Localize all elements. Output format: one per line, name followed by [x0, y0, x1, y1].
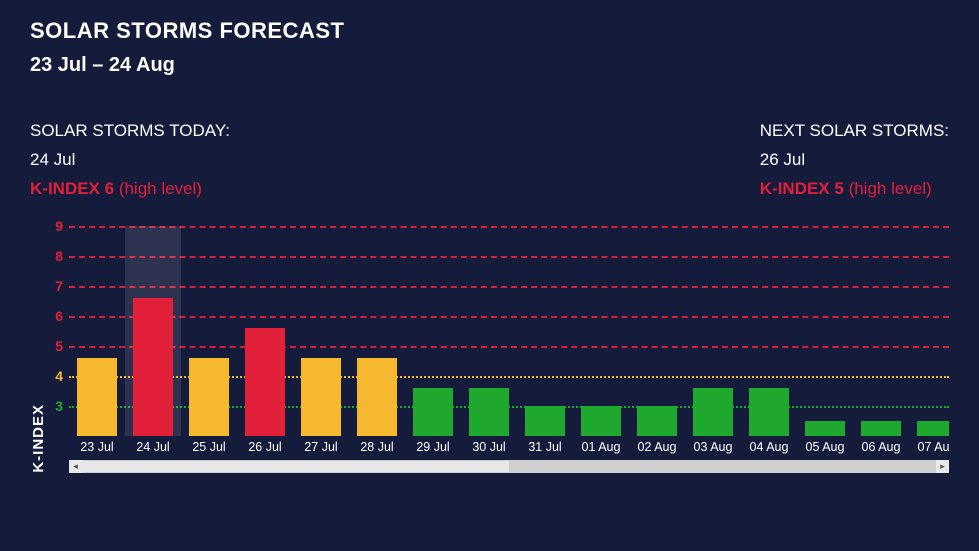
bar-cell [909, 226, 949, 436]
info-row: SOLAR STORMS TODAY: 24 Jul K-INDEX 6 (hi… [30, 117, 949, 204]
bar-cell [461, 226, 517, 436]
chart-bar[interactable] [413, 388, 453, 436]
y-tick: 7 [55, 278, 63, 294]
chart-bar[interactable] [469, 388, 509, 436]
chart-bar[interactable] [357, 358, 397, 436]
y-tick: 9 [55, 218, 63, 234]
x-tick-label: 23 Jul [69, 440, 125, 454]
chart-bar[interactable] [693, 388, 733, 436]
chart-plot [69, 226, 949, 436]
today-kindex: K-INDEX 6 (high level) [30, 175, 230, 204]
x-tick-label: 26 Jul [237, 440, 293, 454]
x-tick-label: 29 Jul [405, 440, 461, 454]
scrollbar-thumb[interactable] [82, 461, 509, 472]
bar-cell [181, 226, 237, 436]
bar-cell [69, 226, 125, 436]
bar-cell [853, 226, 909, 436]
chart-bar[interactable] [805, 421, 845, 436]
y-tick: 8 [55, 248, 63, 264]
next-kindex: K-INDEX 5 (high level) [760, 175, 949, 204]
x-axis: 23 Jul24 Jul25 Jul26 Jul27 Jul28 Jul29 J… [69, 440, 949, 454]
chart-bar[interactable] [77, 358, 117, 436]
today-kindex-level: (high level) [119, 179, 202, 198]
bar-cell [573, 226, 629, 436]
y-tick: 5 [55, 338, 63, 354]
chart-scrollbar[interactable]: ◂ ▸ [69, 460, 949, 473]
scroll-right-arrow-icon[interactable]: ▸ [936, 460, 949, 473]
x-tick-label: 01 Aug [573, 440, 629, 454]
x-tick-label: 27 Jul [293, 440, 349, 454]
chart-bar[interactable] [749, 388, 789, 436]
today-kindex-value: K-INDEX 6 [30, 179, 114, 198]
y-axis-label: K-INDEX [30, 374, 51, 473]
chart-bars [69, 226, 949, 436]
scrollbar-track[interactable] [82, 460, 936, 473]
today-block: SOLAR STORMS TODAY: 24 Jul K-INDEX 6 (hi… [30, 117, 230, 204]
today-label: SOLAR STORMS TODAY: [30, 117, 230, 146]
chart-bar[interactable] [581, 406, 621, 436]
x-tick-label: 24 Jul [125, 440, 181, 454]
bar-cell [405, 226, 461, 436]
next-label: NEXT SOLAR STORMS: [760, 117, 949, 146]
page-title: SOLAR STORMS FORECAST [30, 18, 949, 44]
next-block: NEXT SOLAR STORMS: 26 Jul K-INDEX 5 (hig… [760, 117, 949, 204]
x-tick-label: 28 Jul [349, 440, 405, 454]
y-tick: 6 [55, 308, 63, 324]
date-range: 23 Jul – 24 Aug [30, 54, 949, 77]
y-axis: 9876543 [51, 226, 69, 436]
bar-cell [629, 226, 685, 436]
chart-bar[interactable] [917, 421, 949, 436]
next-kindex-value: K-INDEX 5 [760, 179, 844, 198]
bar-cell [293, 226, 349, 436]
bar-cell [125, 226, 181, 436]
next-date: 26 Jul [760, 146, 949, 175]
bar-cell [237, 226, 293, 436]
bar-cell [517, 226, 573, 436]
x-tick-label: 03 Aug [685, 440, 741, 454]
x-tick-label: 05 Aug [797, 440, 853, 454]
x-tick-label: 07 Aug [909, 440, 949, 454]
chart-bar[interactable] [525, 406, 565, 436]
chart-bar[interactable] [189, 358, 229, 436]
y-tick: 4 [55, 368, 63, 384]
chart-bar[interactable] [301, 358, 341, 436]
x-tick-label: 02 Aug [629, 440, 685, 454]
x-tick-label: 04 Aug [741, 440, 797, 454]
next-kindex-level: (high level) [849, 179, 932, 198]
bar-cell [349, 226, 405, 436]
chart-bar[interactable] [133, 298, 173, 436]
scroll-left-arrow-icon[interactable]: ◂ [69, 460, 82, 473]
chart-area: 23 Jul24 Jul25 Jul26 Jul27 Jul28 Jul29 J… [69, 226, 949, 473]
x-tick-label: 30 Jul [461, 440, 517, 454]
bar-cell [685, 226, 741, 436]
chart-bar[interactable] [637, 406, 677, 436]
x-tick-label: 31 Jul [517, 440, 573, 454]
x-tick-label: 25 Jul [181, 440, 237, 454]
bar-cell [741, 226, 797, 436]
today-date: 24 Jul [30, 146, 230, 175]
chart-bar[interactable] [861, 421, 901, 436]
x-tick-label: 06 Aug [853, 440, 909, 454]
bar-cell [797, 226, 853, 436]
y-tick: 3 [55, 398, 63, 414]
kindex-chart: K-INDEX 9876543 23 Jul24 Jul25 Jul26 Jul… [30, 226, 949, 473]
chart-bar[interactable] [245, 328, 285, 436]
